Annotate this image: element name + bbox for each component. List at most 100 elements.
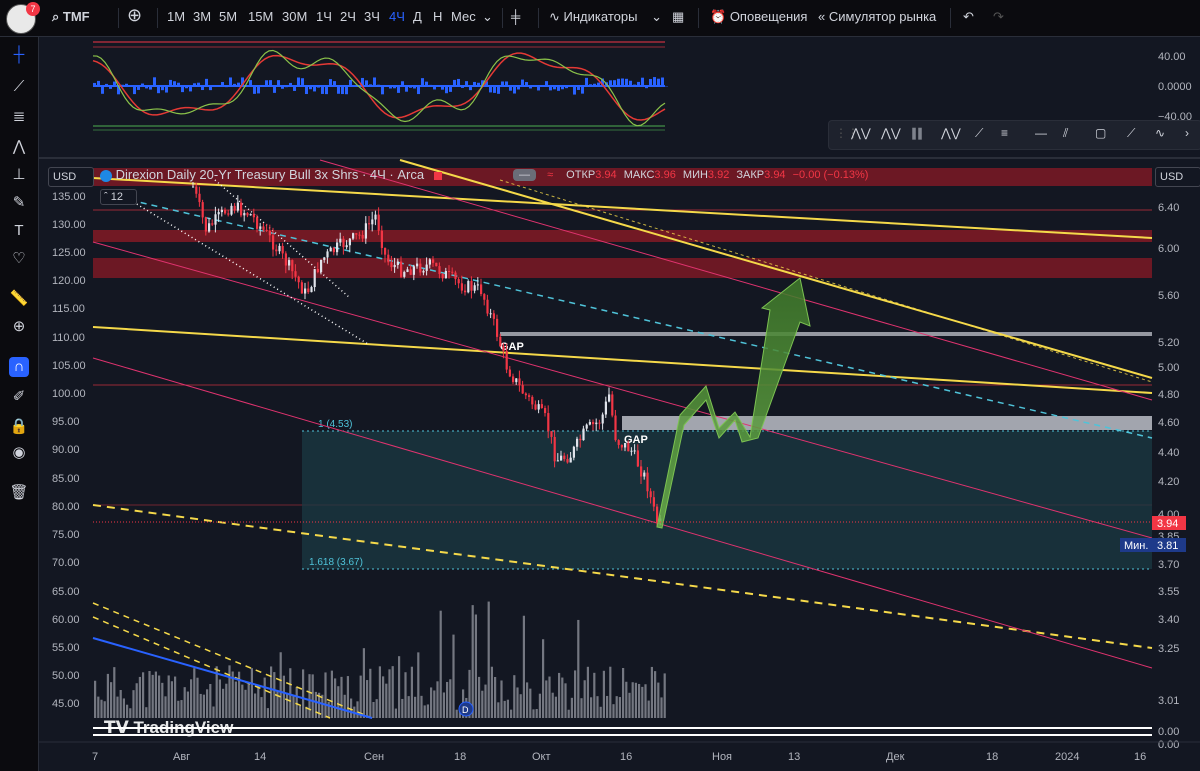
currency-selector-left[interactable]: USD <box>48 167 94 187</box>
chevron-down-icon[interactable]: ⌄ <box>482 9 493 24</box>
divider <box>157 8 158 28</box>
volume-bar <box>113 667 116 718</box>
oscillator-pane: 40.00 0.0000 −40.00 <box>92 41 1192 131</box>
interval-1m[interactable]: 1М <box>167 9 186 24</box>
wave-icon[interactable]: ∿ <box>1155 126 1166 140</box>
candle-body <box>476 284 479 286</box>
volume-bar <box>583 680 586 718</box>
osc-hist-bar <box>333 81 336 86</box>
path-icon[interactable]: ⟋ <box>1127 126 1136 140</box>
left-axis-label: 120.00 <box>52 275 86 287</box>
volume-bar <box>634 682 637 718</box>
interval-4h[interactable]: 4Ч <box>389 9 405 24</box>
trendline-icon[interactable]: ⟋ <box>13 78 25 95</box>
candle-body <box>361 234 364 239</box>
replay-button[interactable]: « Симулятор рынка <box>818 9 936 24</box>
candle-body <box>563 455 566 460</box>
indicators-collapse[interactable]: ˆ 12 <box>100 189 137 205</box>
right-axis-label: 3.70 <box>1158 559 1179 571</box>
candle-body <box>489 313 492 315</box>
trend-line-icon[interactable]: ⟋ <box>975 126 984 140</box>
volume-bar <box>212 706 215 718</box>
candle-body <box>627 442 630 452</box>
volume-bar <box>225 683 228 718</box>
currency-selector-right[interactable]: USD <box>1155 167 1200 187</box>
dividend-marker-label: D <box>462 705 469 715</box>
candles-icon[interactable]: ╪ <box>511 9 521 24</box>
osc-hist-bar <box>157 86 160 94</box>
left-axis-label: 45.00 <box>52 698 80 710</box>
redo-icon[interactable]: ↷ <box>993 9 1004 24</box>
zoom-in-icon[interactable]: ⊕ <box>12 318 26 335</box>
dividend-marker[interactable] <box>458 701 474 717</box>
candle-body <box>444 270 447 279</box>
more-icon[interactable]: › <box>1185 126 1189 140</box>
trash-icon[interactable]: 🗑 <box>9 484 29 501</box>
symbol-search[interactable]: ⌕ TMF <box>52 9 90 25</box>
osc-hist-bar <box>229 77 232 86</box>
osc-hist-bar <box>145 86 148 89</box>
lock-draw-icon[interactable]: ✐ <box>12 388 26 405</box>
elliott-correction-icon[interactable]: ⋀⋁ <box>881 126 901 140</box>
fib-retracement-icon[interactable]: ∥∥ <box>911 126 923 140</box>
interval-15m[interactable]: 15М <box>248 9 274 24</box>
rectangle-icon[interactable]: ▢ <box>1095 126 1107 140</box>
osc-hist-bar <box>629 80 632 86</box>
pattern-icon[interactable]: ⋀ <box>12 138 26 155</box>
crosshair-icon[interactable]: ┼ <box>13 46 25 63</box>
brush-icon[interactable]: ✎ <box>12 194 26 211</box>
ohlc-values: — ≈ ОТКР3.94 МАКС3.96 МИН3.92 ЗАКР3.94 −… <box>513 169 868 181</box>
left-price-axis[interactable]: 135.00 130.00 125.00 120.00 115.00 110.00 105.… <box>52 191 86 710</box>
drag-handle-icon[interactable]: ⋮⋮ <box>835 126 859 140</box>
volume-bar <box>442 692 445 718</box>
interval-2h[interactable]: 2Ч <box>340 9 356 24</box>
heart-icon[interactable]: ♡ <box>12 250 26 267</box>
volume-bar <box>497 702 500 718</box>
interval-1h[interactable]: 1Ч <box>316 9 332 24</box>
candle-body <box>502 346 505 351</box>
fib-icon[interactable]: ≣ <box>12 108 26 125</box>
elliott-triangle-icon[interactable]: ⋀⋁ <box>941 126 961 140</box>
interval-30m[interactable]: 30М <box>282 9 308 24</box>
elliott-impulse-icon[interactable]: ⋀⋁ <box>851 126 871 140</box>
horizontal-line-icon[interactable]: — <box>1035 126 1047 140</box>
parallel-channel-icon[interactable]: ⫽ <box>1063 126 1069 140</box>
candle-body <box>377 214 380 231</box>
alerts-button[interactable]: ⏰ Оповещения <box>710 9 807 25</box>
undo-icon[interactable]: ↶ <box>963 9 974 24</box>
candle-body <box>214 214 217 225</box>
forecast-icon[interactable]: ⊥ <box>12 166 26 183</box>
horizontal-lines-icon[interactable]: ≡ <box>1001 126 1009 140</box>
candle-body <box>288 260 291 266</box>
osc-hist-bar <box>517 86 520 90</box>
text-icon[interactable]: T <box>14 222 24 239</box>
interval-3m[interactable]: 3М <box>193 9 212 24</box>
lock-icon[interactable]: 🔒 <box>9 418 29 435</box>
candle-body <box>416 263 419 267</box>
interval-5m[interactable]: 5М <box>219 9 238 24</box>
eye-toggle-icon[interactable]: — <box>513 169 536 181</box>
ruler-icon[interactable]: 📏 <box>9 290 29 307</box>
time-axis[interactable]: 7 Авг 14 Сен 18 Окт 16 Ноя 13 Дек 18 2024 16 <box>92 751 1146 763</box>
interval-d[interactable]: Д <box>413 9 422 24</box>
cyan-dashed-trendline <box>129 199 1153 439</box>
magnet-icon[interactable]: ∩ <box>9 357 29 377</box>
osc-hist-bar <box>601 78 604 86</box>
interval-mon[interactable]: Мес <box>451 9 476 24</box>
candle-body <box>320 259 323 273</box>
interval-w[interactable]: Н <box>433 9 443 24</box>
interval-3h[interactable]: 3Ч <box>364 9 380 24</box>
candle-body <box>480 284 483 295</box>
right-price-axis[interactable]: 6.406.005.605.205.004.804.604.404.204.00… <box>1158 202 1179 751</box>
indicators-button[interactable]: ∿ Индикаторы ⌄ <box>549 9 662 25</box>
chart-canvas[interactable] <box>39 37 1200 771</box>
eye-icon[interactable]: ◉ <box>12 444 26 461</box>
compare-add-icon[interactable]: ⊕ <box>127 5 143 25</box>
volume-bar <box>334 678 337 718</box>
layouts-icon[interactable]: ▦ <box>672 9 685 24</box>
volume-bar <box>538 693 541 718</box>
left-axis-label: 50.00 <box>52 670 80 682</box>
osc-hist-bar <box>149 86 152 90</box>
candle-body <box>278 245 281 252</box>
candle-body <box>432 259 435 263</box>
